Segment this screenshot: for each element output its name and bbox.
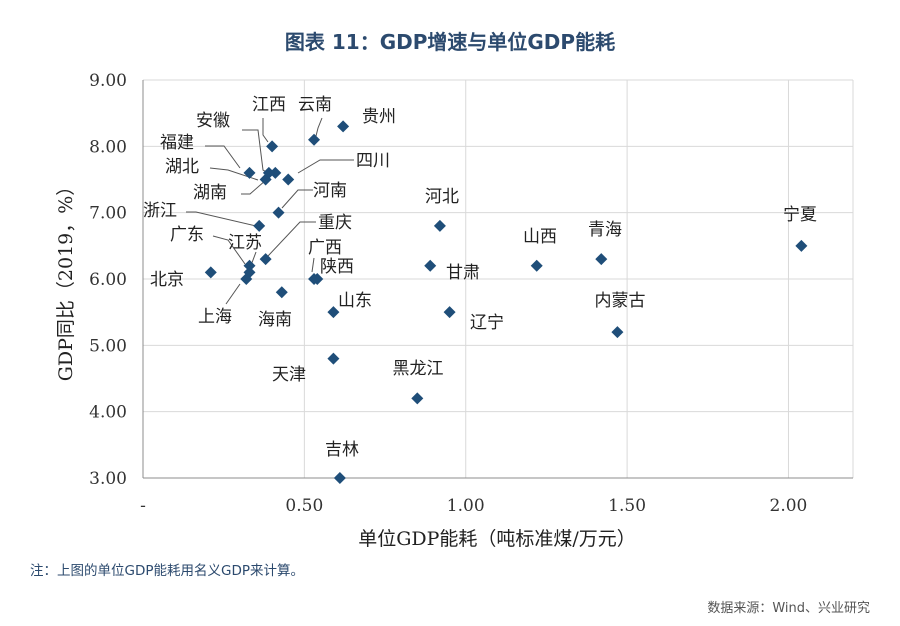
point-label: 浙江 — [143, 201, 177, 221]
point-label: 辽宁 — [470, 313, 504, 333]
point-label: 内蒙古 — [595, 291, 646, 311]
leader-line — [297, 159, 354, 174]
grid-lines — [143, 79, 854, 478]
y-tick-label: 7.00 — [89, 204, 127, 224]
data-point — [443, 306, 456, 319]
leader-line — [315, 117, 323, 137]
data-point — [595, 253, 608, 266]
point-label: 安徽 — [196, 111, 230, 131]
x-tick-labels: - 0.50 1.00 1.50 2.00 — [140, 496, 807, 516]
point-label: 福建 — [160, 133, 194, 153]
y-axis-label: GDP同比（2019，%） — [55, 177, 77, 382]
data-point — [611, 326, 624, 339]
point-label: 湖南 — [193, 183, 227, 203]
point-label: 甘肃 — [446, 263, 480, 283]
leader-line — [311, 257, 315, 273]
point-label: 宁夏 — [783, 205, 817, 225]
point-label: 河北 — [425, 187, 459, 207]
point-label: 四川 — [356, 151, 390, 171]
point-label: 山东 — [338, 291, 372, 311]
y-tick-label: 9.00 — [89, 71, 127, 91]
leader-line — [267, 221, 316, 257]
point-label: 黑龙江 — [393, 359, 444, 379]
data-point — [433, 219, 446, 232]
point-label: 贵州 — [362, 107, 396, 127]
data-point — [275, 286, 288, 299]
data-point — [243, 259, 256, 272]
axes — [142, 80, 853, 479]
data-point — [272, 206, 285, 219]
data-point — [262, 166, 275, 179]
data-point — [204, 266, 217, 279]
point-label: 广西 — [308, 238, 342, 258]
point-label: 陕西 — [320, 257, 354, 277]
footnote: 注：上图的单位GDP能耗用名义GDP来计算。 — [30, 563, 304, 579]
x-tick-label: 1.50 — [608, 496, 646, 516]
leader-line — [262, 118, 269, 143]
x-tick-label: - — [140, 496, 146, 516]
data-source: 数据来源：Wind、兴业研究 — [707, 601, 870, 616]
point-label: 吉林 — [325, 440, 359, 460]
point-label: 北京 — [150, 270, 184, 290]
data-point — [333, 472, 346, 484]
data-point — [795, 239, 808, 252]
leader-line — [186, 211, 257, 227]
leader-line — [205, 145, 241, 169]
y-tick-label: 6.00 — [89, 270, 127, 290]
data-point — [411, 392, 424, 405]
point-label: 江西 — [252, 95, 286, 115]
leader-line — [281, 189, 313, 209]
point-label: 河南 — [313, 181, 347, 201]
data-point — [253, 219, 266, 232]
y-tick-label: 5.00 — [89, 336, 127, 356]
point-label: 重庆 — [318, 213, 352, 233]
data-point — [337, 120, 350, 133]
y-tick-label: 4.00 — [89, 403, 127, 423]
point-label: 广东 — [170, 225, 204, 245]
point-label: 上海 — [198, 307, 232, 327]
data-point — [269, 166, 282, 179]
data-point — [308, 133, 321, 146]
leader-line — [241, 179, 267, 195]
data-point — [327, 306, 340, 319]
leader-line — [212, 235, 246, 265]
y-tick-labels: 3.00 4.00 5.00 6.00 7.00 8.00 9.00 — [89, 71, 127, 489]
data-point — [424, 259, 437, 272]
data-point — [240, 273, 253, 285]
x-tick-label: 1.00 — [447, 496, 485, 516]
point-label: 湖北 — [165, 157, 199, 177]
point-label: 海南 — [258, 310, 292, 330]
data-point — [243, 166, 256, 179]
data-points — [204, 120, 808, 484]
leader-line — [225, 283, 241, 305]
point-label: 天津 — [272, 365, 306, 385]
data-point — [266, 140, 279, 153]
leader-lines — [186, 117, 354, 305]
x-tick-label: 0.50 — [285, 496, 323, 516]
point-label: 青海 — [588, 220, 622, 240]
data-point — [259, 253, 272, 266]
data-point — [282, 173, 295, 186]
y-tick-label: 3.00 — [89, 469, 127, 489]
point-label: 山西 — [523, 227, 557, 247]
data-point — [327, 352, 340, 365]
x-tick-label: 2.00 — [770, 496, 808, 516]
x-axis-label: 单位GDP能耗（吨标准煤/万元） — [358, 528, 636, 550]
point-label: 江苏 — [228, 233, 262, 253]
chart-title: 图表 11：GDP增速与单位GDP能耗 — [284, 30, 616, 54]
y-tick-label: 8.00 — [89, 137, 127, 157]
point-label: 云南 — [298, 95, 332, 115]
data-point — [530, 259, 543, 272]
data-point — [311, 273, 324, 285]
